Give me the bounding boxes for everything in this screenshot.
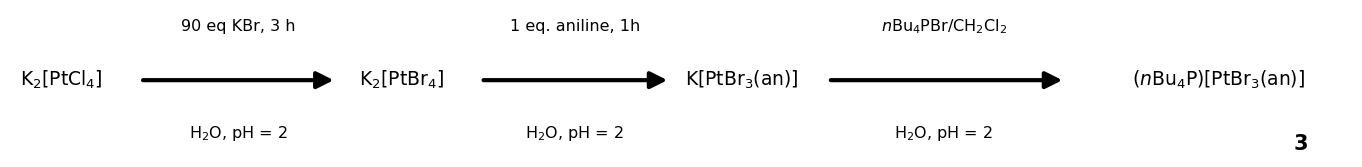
Text: ($n$Bu$_4$P)[PtBr$_3$(an)]: ($n$Bu$_4$P)[PtBr$_3$(an)] (1132, 69, 1306, 91)
Text: H$_2$O, pH = 2: H$_2$O, pH = 2 (895, 124, 993, 143)
Text: K$_2$[PtCl$_4$]: K$_2$[PtCl$_4$] (20, 69, 102, 91)
Text: K$_2$[PtBr$_4$]: K$_2$[PtBr$_4$] (360, 69, 444, 91)
Text: H$_2$O, pH = 2: H$_2$O, pH = 2 (189, 124, 287, 143)
Text: 90 eq KBr, 3 h: 90 eq KBr, 3 h (181, 19, 296, 34)
Text: $n$Bu$_4$PBr/CH$_2$Cl$_2$: $n$Bu$_4$PBr/CH$_2$Cl$_2$ (881, 17, 1007, 36)
Text: 1 eq. aniline, 1h: 1 eq. aniline, 1h (509, 19, 640, 34)
Text: 3: 3 (1294, 134, 1308, 154)
Text: H$_2$O, pH = 2: H$_2$O, pH = 2 (526, 124, 624, 143)
Text: K[PtBr$_3$(an)]: K[PtBr$_3$(an)] (685, 69, 799, 91)
